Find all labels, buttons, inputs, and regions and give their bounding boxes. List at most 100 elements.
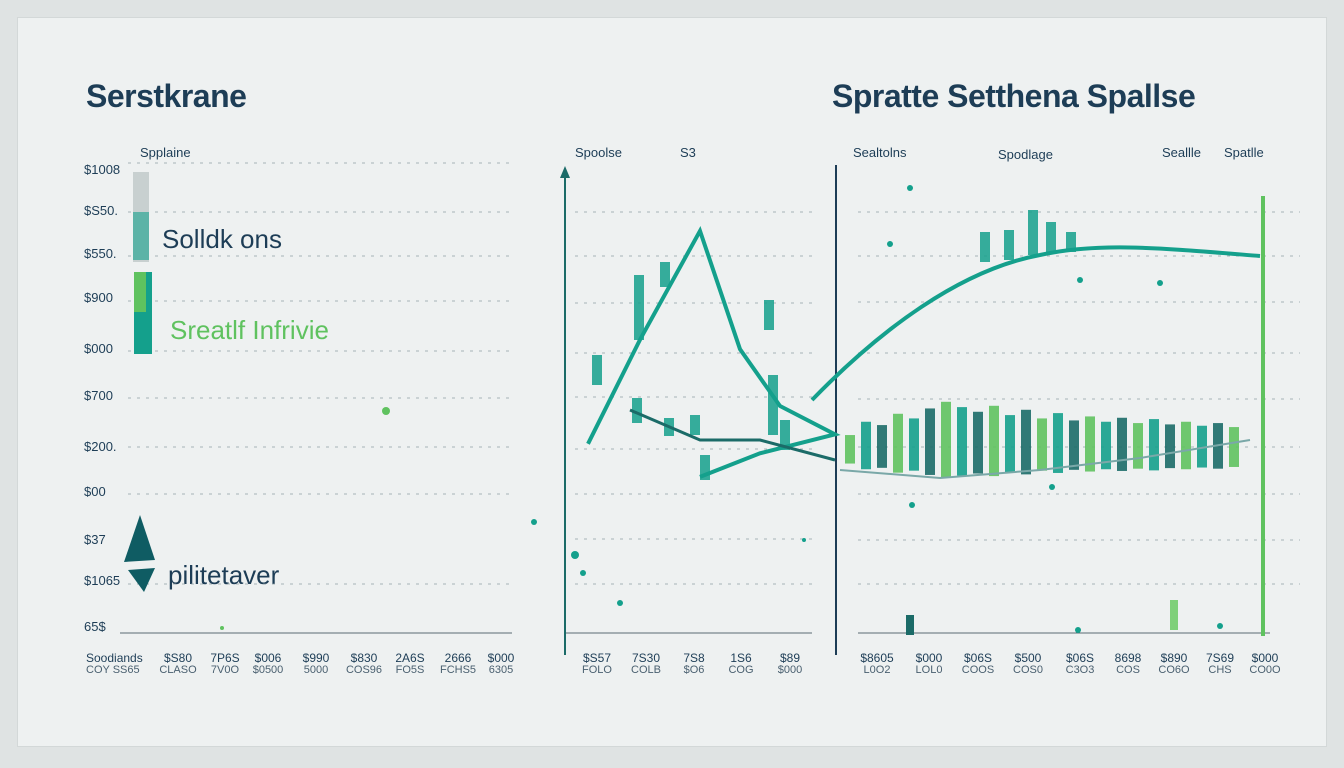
y-tick-label: $200. <box>84 439 117 454</box>
x-tick-secondary: COOS <box>961 664 995 676</box>
dot <box>382 407 390 415</box>
x-tick-label: 8698 COS <box>1102 652 1154 676</box>
panel2-legend-label: Spoolse <box>575 145 622 160</box>
panel2-bar <box>700 455 710 480</box>
panel3-bar <box>893 413 903 473</box>
panel3-bar <box>909 418 919 471</box>
chart-frame <box>18 18 1326 746</box>
dot <box>1157 280 1163 286</box>
x-tick-label: $830 COS96 <box>338 652 390 676</box>
x-tick-primary: $S80 <box>163 651 193 665</box>
x-tick-primary: $8605 <box>860 651 894 665</box>
panel2-series-line <box>586 225 841 479</box>
panel3-bar <box>1037 418 1047 471</box>
side-bar <box>133 212 149 260</box>
x-tick-label: 7S69 CHS <box>1194 652 1246 676</box>
panel3-bar <box>845 435 855 464</box>
x-tick-secondary: COS <box>1116 664 1140 676</box>
panel3-series-line <box>810 245 1261 402</box>
x-tick-label: 2666 FCHS5 <box>432 652 484 676</box>
x-tick-secondary: CLASO <box>159 664 197 676</box>
x-tick-secondary: FOLO <box>582 664 612 676</box>
panel3-legend-2: Spodlage <box>998 147 1053 162</box>
panel3-legend-3: Seallle <box>1162 145 1202 160</box>
panel3-bar <box>1165 424 1175 469</box>
callout-pilitetaver: pilitetaver <box>168 560 280 590</box>
dot <box>571 551 579 559</box>
x-tick-primary: $000 <box>487 651 515 665</box>
side-arrow <box>124 515 155 562</box>
panel3-bar <box>1066 232 1076 252</box>
y-tick-label: $900 <box>84 290 113 305</box>
dot <box>1049 484 1055 490</box>
x-tick-primary: 1S6 <box>730 651 752 665</box>
dot <box>907 185 913 191</box>
panel3-bar <box>1004 230 1014 260</box>
x-tick-label: $990 5000 <box>290 652 342 676</box>
x-tick-label: $S57 FOLO <box>571 652 623 676</box>
x-tick-label: $000 6305 <box>475 652 527 676</box>
panel3-bar <box>1021 409 1031 475</box>
x-tick-primary: 7S69 <box>1205 651 1235 665</box>
x-tick-label: $890 CO6O <box>1148 652 1200 676</box>
x-tick-primary: $000 <box>915 651 943 665</box>
panel3-bar <box>1229 427 1239 467</box>
x-tick-secondary: COS0 <box>1013 664 1043 676</box>
left-title: Serstkrane <box>86 78 247 114</box>
x-tick-label: $500 COS0 <box>1002 652 1054 676</box>
right-title: Spratte Setthena Spallse <box>832 78 1196 114</box>
panel2-bar <box>592 355 602 385</box>
y-tick-label: $S50. <box>84 203 118 218</box>
x-tick-primary: $890 <box>1160 651 1188 665</box>
dot <box>580 570 586 576</box>
y-tick-label: $37 <box>84 532 106 547</box>
x-tick-primary: $06S <box>963 651 993 665</box>
panel2-secondary-line <box>629 408 836 462</box>
y-tick-label: $00 <box>84 484 106 499</box>
panel3-bar <box>877 425 887 468</box>
panel3-bar <box>906 615 914 635</box>
dot <box>887 241 893 247</box>
x-tick-secondary: $O6 <box>683 664 705 676</box>
x-tick-primary: 2A6S <box>395 651 425 665</box>
x-tick-secondary: FCHS5 <box>439 664 477 676</box>
y-tick-label: $1008 <box>84 162 121 177</box>
panel3-bar <box>957 407 967 476</box>
panel3-bar <box>1133 423 1143 469</box>
x-tick-primary: 7P6S <box>210 651 240 665</box>
dot <box>1077 277 1083 283</box>
dot <box>1217 623 1223 629</box>
callout-sreatlf: Sreatlf Infrivie <box>170 315 329 345</box>
x-tick-secondary: 6305 <box>488 664 514 676</box>
x-tick-label: $06S C3O3 <box>1054 652 1106 676</box>
x-tick-label: 7P6S 7V0O <box>199 652 251 676</box>
panel3-bar <box>1170 600 1178 630</box>
x-tick-label: $8605 L0O2 <box>851 652 903 676</box>
x-tick-primary: 2666 <box>444 651 472 665</box>
panel2-bar <box>780 420 790 450</box>
panel3-bar <box>941 401 951 478</box>
panel2-bar <box>690 415 700 435</box>
panel3-bar <box>1053 413 1063 473</box>
x-tick-primary: Soodiands <box>86 651 143 665</box>
x-tick-primary: 7S8 <box>683 651 705 665</box>
panel2-bar <box>768 375 778 435</box>
x-tick-primary: $500 <box>1014 651 1042 665</box>
panel3-legend-1: Sealtolns <box>853 145 907 160</box>
dot <box>909 502 915 508</box>
panel3-bar <box>989 405 999 477</box>
x-tick-label: 7S8 $O6 <box>668 652 720 676</box>
panel3-bar <box>861 421 871 470</box>
x-tick-primary: $89 <box>779 651 801 665</box>
x-tick-secondary: LOL0 <box>915 664 943 676</box>
dot <box>1075 627 1081 633</box>
panel3-legend-4: Spatlle <box>1224 145 1264 160</box>
y-tick-label: $700 <box>84 388 113 403</box>
x-tick-label: $89 $000 <box>764 652 816 676</box>
x-tick-label: $06S COOS <box>952 652 1004 676</box>
dot <box>617 600 623 606</box>
panel3-bar <box>1085 416 1095 472</box>
panel3-bar <box>1149 419 1159 471</box>
dot <box>802 538 806 542</box>
